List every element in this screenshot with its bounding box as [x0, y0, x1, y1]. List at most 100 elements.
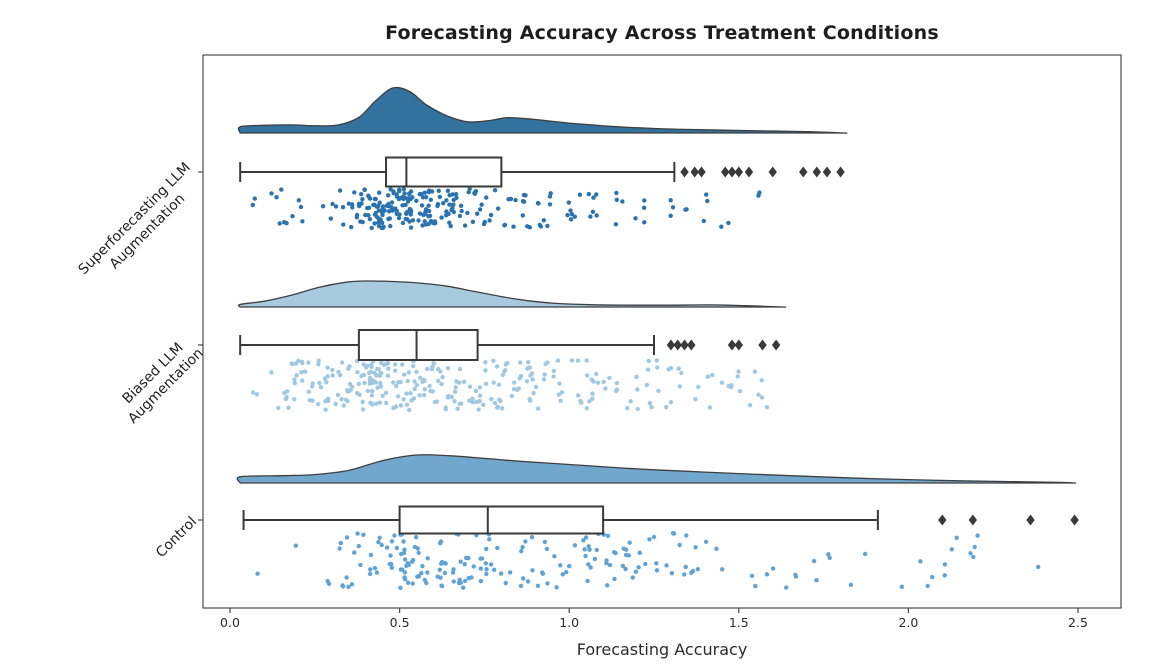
- strip-point: [410, 218, 416, 223]
- strip-point: [344, 575, 349, 580]
- outlier-diamond: [680, 166, 689, 178]
- strip-point: [348, 388, 353, 393]
- strip-point: [370, 388, 375, 394]
- strip-point: [461, 379, 467, 384]
- strip-point: [757, 190, 762, 195]
- strip-point: [379, 220, 385, 225]
- strip-point: [438, 575, 443, 580]
- strip-point: [594, 213, 599, 218]
- strip-point: [587, 547, 592, 552]
- strip-point: [954, 535, 959, 540]
- strip-point: [320, 204, 326, 209]
- strip-point: [507, 570, 513, 575]
- strip-point: [374, 204, 379, 209]
- strip-point: [942, 573, 947, 578]
- outlier-diamond: [734, 166, 743, 178]
- strip-point: [338, 540, 343, 546]
- strip-point: [372, 370, 377, 375]
- strip-point: [346, 201, 352, 206]
- strip-point: [373, 210, 378, 216]
- strip-point: [274, 195, 279, 200]
- strip-point: [390, 208, 395, 213]
- strip-point: [590, 209, 596, 214]
- strip-point: [572, 214, 577, 219]
- strip-point: [747, 403, 753, 408]
- density-curve: [236, 454, 1077, 484]
- strip-point: [581, 538, 586, 543]
- strip-point: [668, 213, 673, 218]
- strip-point: [642, 220, 647, 225]
- strip-point: [556, 392, 562, 397]
- strip-point: [445, 188, 451, 193]
- strip-point: [443, 213, 449, 218]
- strip-point: [613, 222, 619, 227]
- strip-point: [437, 567, 442, 572]
- strip-point: [398, 195, 403, 201]
- strip-point: [328, 216, 333, 221]
- strip-point: [277, 221, 282, 226]
- strip-point: [621, 546, 626, 551]
- strip-point: [367, 571, 373, 577]
- strip-point: [300, 219, 305, 224]
- strip-point: [341, 403, 346, 408]
- strip-point: [603, 386, 608, 391]
- strip-point: [494, 364, 500, 369]
- strip-point: [349, 582, 355, 587]
- strip-point: [477, 393, 483, 398]
- strip-point: [521, 576, 526, 581]
- strip-point: [695, 567, 700, 572]
- strip-point: [540, 570, 545, 575]
- strip-point: [438, 539, 444, 544]
- strip-point: [350, 205, 355, 210]
- strip-point: [374, 570, 380, 575]
- strip-point: [471, 564, 476, 569]
- strip-point: [445, 395, 451, 400]
- strip-point: [423, 222, 428, 227]
- strip-point: [517, 376, 522, 381]
- strip-point: [544, 546, 550, 552]
- strip-point: [541, 218, 546, 223]
- strip-point: [479, 202, 484, 207]
- strip-point: [759, 395, 765, 400]
- strip-point: [346, 584, 351, 589]
- strip-point: [414, 382, 419, 388]
- strip-point: [386, 201, 391, 207]
- strip-point: [535, 583, 541, 588]
- strip-point: [649, 405, 654, 410]
- strip-point: [442, 570, 448, 576]
- strip-point: [759, 378, 764, 383]
- strip-point: [325, 365, 330, 370]
- strip-point: [457, 213, 463, 219]
- strip-point: [285, 389, 290, 394]
- strip-point: [524, 379, 530, 384]
- strip-point: [529, 371, 535, 376]
- box: [357, 329, 479, 361]
- strip-point: [409, 398, 414, 403]
- x-tick-label: 2.0: [898, 615, 919, 630]
- strip-point: [371, 378, 376, 383]
- strip-point: [326, 581, 332, 586]
- strip-point: [356, 543, 361, 549]
- strip-point: [250, 202, 255, 208]
- strip-point: [368, 552, 374, 558]
- strip-point: [345, 388, 350, 393]
- strip-point: [341, 222, 346, 227]
- outlier-diamond: [938, 514, 947, 526]
- strip-point: [477, 385, 483, 390]
- strip-point: [476, 407, 481, 412]
- strip-point: [461, 585, 466, 590]
- x-axis-label: Forecasting Accuracy: [576, 640, 748, 659]
- strip-point: [513, 197, 518, 203]
- strip-point: [627, 540, 632, 545]
- strip-point: [628, 399, 633, 404]
- strip-point: [389, 565, 394, 570]
- strip-point: [326, 398, 331, 404]
- strip-point: [668, 198, 673, 203]
- strip-point: [749, 573, 755, 578]
- strip-point: [942, 562, 948, 567]
- strip-point: [445, 366, 451, 371]
- strip-point: [430, 364, 435, 370]
- strip-point: [379, 370, 384, 376]
- strip-point: [349, 224, 354, 230]
- strip-point: [401, 187, 406, 192]
